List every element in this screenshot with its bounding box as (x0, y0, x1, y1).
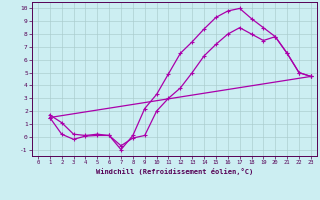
X-axis label: Windchill (Refroidissement éolien,°C): Windchill (Refroidissement éolien,°C) (96, 168, 253, 175)
